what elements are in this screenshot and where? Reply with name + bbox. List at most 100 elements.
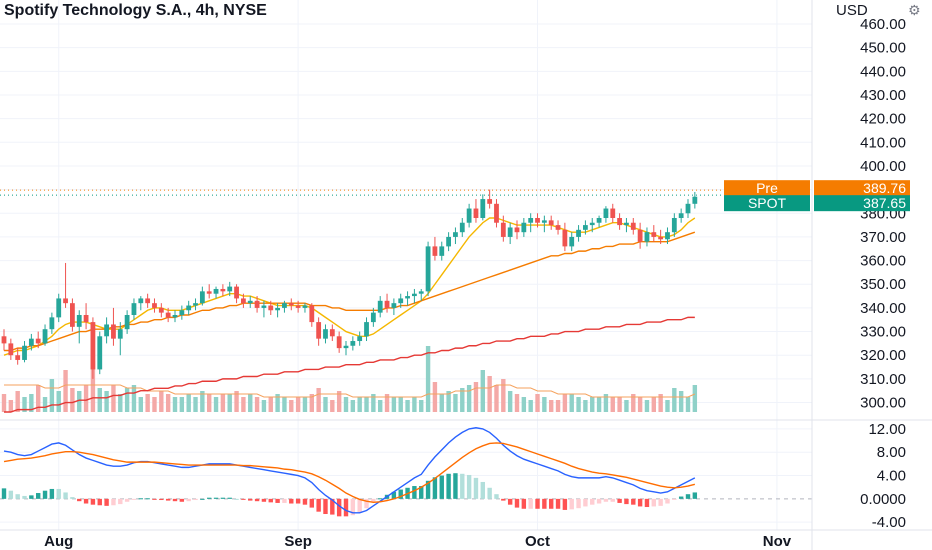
macd-histogram-bar <box>63 492 68 499</box>
currency-label[interactable]: USD <box>836 2 868 19</box>
price-tick-label: 320.00 <box>860 347 906 364</box>
volume-bar <box>487 376 492 412</box>
volume-bar <box>651 397 656 412</box>
candle-body <box>15 355 21 360</box>
candle-body <box>514 227 520 233</box>
candle <box>22 341 27 363</box>
volume-bar <box>118 394 123 412</box>
volume-bar <box>234 391 239 412</box>
volume-bar <box>446 391 451 412</box>
macd-histogram-bar <box>302 498 308 505</box>
candle <box>678 208 684 223</box>
candle <box>35 331 41 349</box>
candle-body <box>658 236 664 240</box>
candle <box>637 222 643 249</box>
candle <box>70 298 75 332</box>
macd-histogram-bar <box>685 494 691 499</box>
volume-bar <box>678 391 684 412</box>
macd-axis[interactable]: 12.00 8.00 4.00 0.0000 -4.00 <box>860 421 906 531</box>
volume-bar <box>220 394 226 412</box>
macd-histogram-bar <box>425 480 431 499</box>
candle-body <box>193 303 198 306</box>
candle-body <box>323 329 328 339</box>
candle-body <box>357 336 363 342</box>
candle <box>384 293 390 313</box>
volume-bar <box>165 394 171 412</box>
candle <box>535 213 540 228</box>
macd-histogram-bar <box>583 498 588 507</box>
candle-body <box>213 288 219 294</box>
candle <box>377 296 383 318</box>
volume-bar <box>152 397 157 412</box>
volume-bar <box>528 400 533 412</box>
candle-body <box>1 336 7 344</box>
candle-body <box>282 303 287 308</box>
candle <box>555 220 561 235</box>
candle <box>56 293 62 323</box>
macd-histogram-bar <box>1 488 7 499</box>
volume-bar <box>261 400 267 412</box>
price-tick-label: 430.00 <box>860 87 906 104</box>
candle-body <box>131 303 137 315</box>
volume-bar <box>268 397 273 412</box>
volume-bar <box>460 388 465 412</box>
volume-ma-line <box>4 384 696 398</box>
candle <box>685 199 691 218</box>
price-tags: Pre 389.76 SPOT 387.65 <box>0 180 910 212</box>
macd-histogram-bar <box>275 498 280 503</box>
macd-histogram-bar <box>295 498 301 504</box>
volume-bar <box>507 391 513 412</box>
volume-bar <box>480 370 485 412</box>
volume-bar <box>145 394 150 412</box>
volume-bar <box>63 370 68 412</box>
macd-histogram-bar <box>466 474 472 499</box>
candle <box>596 215 602 228</box>
candle-body <box>343 345 349 349</box>
candle-body <box>42 329 48 344</box>
volume-bar <box>378 400 383 412</box>
candle <box>364 317 369 342</box>
macd-histogram-bar <box>501 498 506 501</box>
candle-body <box>254 300 260 308</box>
pre-price-tag-label: Pre <box>756 180 778 196</box>
macd-histogram-bar <box>15 494 20 499</box>
macd-histogram-bar <box>8 490 14 499</box>
time-axis[interactable]: Aug Sep Oct Nov <box>44 533 792 550</box>
candle <box>8 338 14 360</box>
candle <box>630 218 636 235</box>
candle <box>179 305 185 320</box>
candle <box>425 241 431 297</box>
candle-body <box>548 220 554 226</box>
candle-body <box>521 222 527 233</box>
volume-bar <box>542 397 547 412</box>
price-tick-label: 340.00 <box>860 300 906 317</box>
candle-body <box>145 298 151 304</box>
candle-body <box>630 222 636 230</box>
volume-bar <box>439 394 444 412</box>
volume-bar <box>22 397 27 412</box>
candle <box>624 218 629 233</box>
candle <box>165 307 171 323</box>
volume-bar <box>432 382 438 412</box>
price-tick-label: 350.00 <box>860 276 906 293</box>
gear-icon[interactable]: ⚙ <box>908 2 921 18</box>
candle <box>569 232 575 252</box>
volume-bar <box>549 400 554 412</box>
candle-body <box>569 236 575 247</box>
macd-histogram-bar <box>569 498 574 510</box>
macd-histogram-bar <box>111 498 116 506</box>
volume-bar <box>357 397 362 412</box>
volume-bar <box>665 400 670 412</box>
candles-layer[interactable] <box>1 189 698 379</box>
volume-bar <box>323 397 328 412</box>
volume-bar <box>42 397 48 412</box>
candle-body <box>336 336 342 349</box>
macd-histogram-bar <box>213 497 219 499</box>
volume-bar <box>8 400 14 412</box>
macd-histogram-bar <box>692 492 698 499</box>
chart-title: Spotify Technology S.A., 4h, NYSE <box>4 2 267 19</box>
volume-bar <box>535 394 540 412</box>
macd-histogram-bar <box>193 498 198 501</box>
